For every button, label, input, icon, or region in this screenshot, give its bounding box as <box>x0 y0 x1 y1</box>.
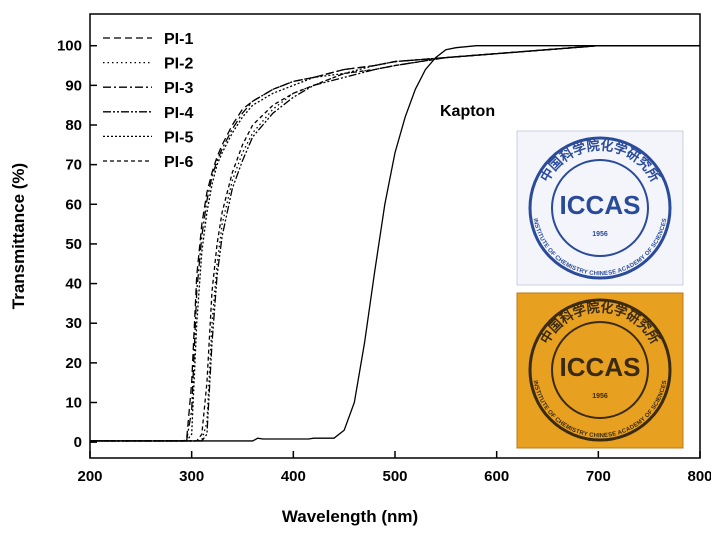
x-tick-label: 700 <box>586 468 611 485</box>
y-tick-label: 90 <box>65 77 82 94</box>
legend-label: PI-1 <box>164 31 193 48</box>
y-tick-label: 20 <box>65 355 82 372</box>
logo-ring <box>551 321 649 419</box>
x-tick-label: 800 <box>687 468 711 485</box>
series-line <box>90 45 700 442</box>
x-tick-label: 400 <box>281 468 306 485</box>
y-tick-label: 50 <box>65 236 82 253</box>
y-tick-label: 30 <box>65 315 82 332</box>
y-tick-label: 0 <box>74 434 82 451</box>
x-tick-label: 300 <box>179 468 204 485</box>
series-line <box>90 45 700 442</box>
x-tick-label: 600 <box>484 468 509 485</box>
logo-year: 1956 <box>592 231 608 238</box>
y-tick-label: 40 <box>65 276 82 293</box>
insets: 中国科学院化学研究所 INSTITUTE OF CHEMISTRY CHINES… <box>516 130 684 449</box>
y-tick-label: 10 <box>65 395 82 412</box>
y-tick-label: 80 <box>65 117 82 134</box>
x-tick-label: 500 <box>382 468 407 485</box>
legend-label: PI-4 <box>164 105 193 122</box>
legend-label: PI-2 <box>164 56 193 73</box>
legend-label: PI-3 <box>164 80 193 97</box>
logo-ring <box>551 159 649 257</box>
logo-label: ICCAS <box>560 352 641 382</box>
logo-year: 1956 <box>592 393 608 400</box>
x-tick-label: 200 <box>77 468 102 485</box>
legend-label: PI-5 <box>164 129 193 146</box>
logo-ring <box>528 136 672 280</box>
y-axis-label: Transmittance (%) <box>9 163 28 309</box>
y-tick-label: 70 <box>65 157 82 174</box>
y-tick-label: 100 <box>57 38 82 55</box>
series-annotation: Kapton <box>440 103 495 120</box>
logo-label: ICCAS <box>560 190 641 220</box>
inset-photo <box>516 292 684 449</box>
y-tick-label: 60 <box>65 196 82 213</box>
series-line <box>90 45 700 442</box>
inset-photo <box>516 130 684 286</box>
x-axis-label: Wavelength (nm) <box>282 507 418 526</box>
logo-ring <box>528 298 672 442</box>
legend-label: PI-6 <box>164 154 193 171</box>
